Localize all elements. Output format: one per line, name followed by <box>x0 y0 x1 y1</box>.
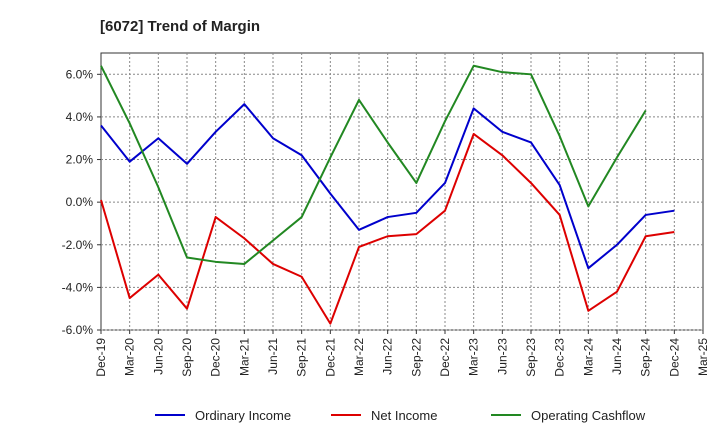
legend: Ordinary Income Net Income Operating Cashf… <box>155 408 646 423</box>
chart-title: [6072] Trend of Margin <box>100 18 260 35</box>
legend-label-operating-cashflow: Operating Cashflow <box>531 408 646 423</box>
x-tick-label: Sep-24 <box>639 338 653 377</box>
x-tick-label: Mar-21 <box>237 338 251 376</box>
x-tick-label: Mar-23 <box>467 338 481 376</box>
x-tick-label: Mar-22 <box>352 338 366 376</box>
x-axis-ticks: Dec-19 Mar-20 Jun-20 Sep-20 Dec-20 Mar-21 Jun-… <box>94 330 710 377</box>
x-tick-label: Jun-24 <box>610 338 624 375</box>
x-tick-label: Jun-20 <box>151 338 165 375</box>
x-tick-label: Mar-24 <box>581 338 595 376</box>
series-line-net-income <box>100 132 675 325</box>
x-tick-label: Dec-20 <box>209 338 223 377</box>
x-tick-label: Mar-25 <box>696 338 710 376</box>
legend-label-net-income: Net Income <box>371 408 437 423</box>
y-tick-label: -2.0% <box>62 238 94 252</box>
x-tick-label: Sep-20 <box>180 338 194 377</box>
x-tick-label: Mar-20 <box>123 338 137 376</box>
legend-label-ordinary-income: Ordinary Income <box>195 408 291 423</box>
x-tick-label: Dec-22 <box>438 338 452 377</box>
plot-area <box>100 52 704 331</box>
x-tick-label: Sep-23 <box>524 338 538 377</box>
x-tick-label: Dec-21 <box>323 338 337 377</box>
x-tick-label: Jun-21 <box>266 338 280 375</box>
y-tick-label: 4.0% <box>66 110 94 124</box>
y-tick-label: -6.0% <box>62 323 94 337</box>
y-tick-label: 2.0% <box>66 153 94 167</box>
y-axis-ticks: -6.0% -4.0% -2.0% 0.0% 2.0% 4.0% 6.0% <box>62 67 101 337</box>
x-tick-label: Jun-23 <box>495 338 509 375</box>
x-tick-label: Dec-23 <box>553 338 567 377</box>
y-tick-label: 0.0% <box>66 195 94 209</box>
series-line-operating-cashflow <box>100 64 647 265</box>
x-tick-label: Jun-22 <box>381 338 395 375</box>
series-lines <box>100 64 675 325</box>
y-tick-label: 6.0% <box>66 67 94 81</box>
grid <box>101 53 703 331</box>
x-tick-label: Sep-21 <box>295 338 309 377</box>
series-line-ordinary-income <box>100 103 675 270</box>
x-tick-label: Dec-19 <box>94 338 108 377</box>
x-tick-label: Sep-22 <box>409 338 423 377</box>
y-tick-label: -4.0% <box>62 280 94 294</box>
x-tick-label: Dec-24 <box>667 338 681 377</box>
